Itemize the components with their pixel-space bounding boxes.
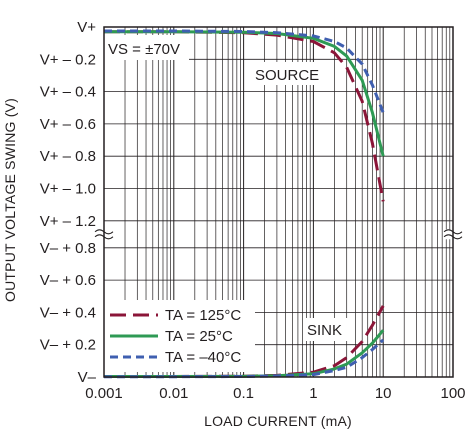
x-tick-label: 10 bbox=[375, 385, 392, 402]
legend: TA = 125°C TA = 25°C TA = –40°C bbox=[101, 300, 255, 372]
y-tick-label: V+ – 0.4 bbox=[40, 84, 96, 101]
y-tick-label: V– + 0.4 bbox=[40, 304, 96, 321]
sink-label-box bbox=[303, 318, 348, 341]
y-tick-label: V– bbox=[78, 369, 97, 386]
x-tick-label: 0.01 bbox=[159, 385, 188, 402]
supply-label-box bbox=[101, 35, 189, 60]
supply-annotation: VS = ±70V bbox=[108, 41, 180, 58]
y-tick-label: V– + 0.2 bbox=[40, 337, 96, 354]
y-tick-label: V+ – 1.0 bbox=[40, 181, 96, 198]
x-tick-label: 1 bbox=[309, 385, 317, 402]
y-tick-label: V– + 0.6 bbox=[40, 272, 96, 289]
y-tick-label: V+ – 0.8 bbox=[40, 148, 96, 165]
x-tick-label: 100 bbox=[440, 385, 465, 402]
x-axis-title: LOAD CURRENT (mA) bbox=[204, 413, 352, 429]
legend-label: TA = 25°C bbox=[165, 328, 233, 345]
axis-breaks bbox=[94, 229, 463, 240]
y-axis-title: OUTPUT VOLTAGE SWING (V) bbox=[2, 98, 18, 302]
source-annotation: SOURCE bbox=[255, 67, 319, 84]
source-label-box bbox=[252, 62, 324, 85]
y-tick-label: V+ – 1.2 bbox=[40, 213, 96, 230]
plot-frame bbox=[103, 26, 454, 378]
series-source-line bbox=[104, 29, 385, 114]
tick-labels: 0.001 0.01 0.1 1 10 100 V+ V+ – 0.2 V+ – 0.4 V+ –… bbox=[40, 19, 466, 402]
x-tick-label: 0.1 bbox=[233, 385, 254, 402]
y-tick-label: V+ – 0.2 bbox=[40, 51, 96, 68]
y-tick-label: V– + 0.8 bbox=[40, 240, 96, 257]
x-tick-label: 0.001 bbox=[85, 385, 123, 402]
legend-label: TA = –40°C bbox=[165, 349, 241, 366]
sink-annotation: SINK bbox=[307, 322, 342, 339]
y-tick-label: V+ – 0.6 bbox=[40, 116, 96, 133]
y-tick-label: V+ bbox=[77, 19, 96, 36]
legend-label: TA = 125°C bbox=[165, 307, 241, 324]
